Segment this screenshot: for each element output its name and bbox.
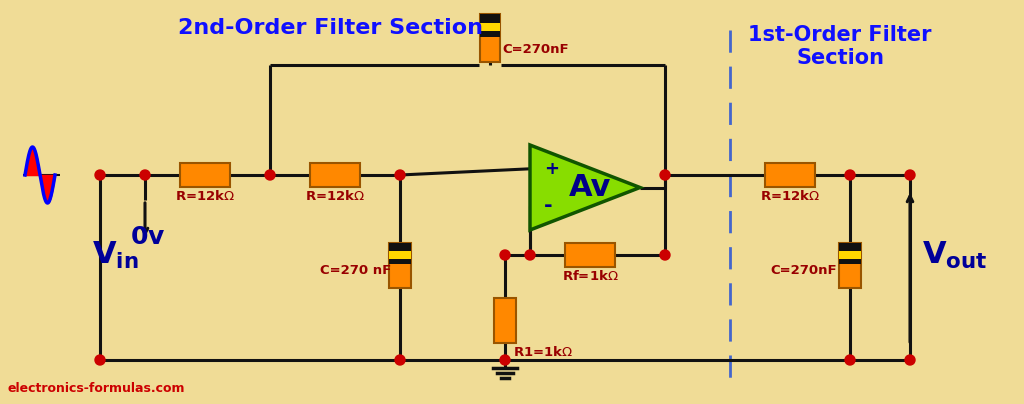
Text: $\mathbf{0v}$: $\mathbf{0v}$	[130, 225, 165, 249]
Text: Av: Av	[568, 173, 611, 202]
Circle shape	[905, 355, 915, 365]
Bar	[839, 250, 861, 259]
Bar	[480, 31, 500, 37]
Text: $\mathbf{V_{in}}$: $\mathbf{V_{in}}$	[91, 240, 138, 271]
Bar	[839, 242, 861, 250]
Bar	[389, 259, 411, 264]
Text: C=270nF: C=270nF	[770, 263, 837, 276]
Circle shape	[845, 355, 855, 365]
Bar	[839, 259, 861, 264]
Circle shape	[905, 170, 915, 180]
Circle shape	[500, 250, 510, 260]
Bar	[480, 14, 500, 62]
Circle shape	[525, 250, 535, 260]
Bar	[389, 250, 411, 259]
Text: -: -	[544, 196, 553, 216]
Bar	[565, 243, 615, 267]
Circle shape	[265, 170, 275, 180]
Text: C=270 nF: C=270 nF	[319, 263, 391, 276]
Text: R=12k$\Omega$: R=12k$\Omega$	[760, 189, 820, 203]
Circle shape	[845, 170, 855, 180]
Text: R=12k$\Omega$: R=12k$\Omega$	[175, 189, 236, 203]
Bar	[310, 163, 360, 187]
Bar	[389, 242, 411, 250]
Circle shape	[95, 355, 105, 365]
Bar	[839, 242, 861, 288]
Bar	[180, 163, 230, 187]
Text: electronics-formulas.com: electronics-formulas.com	[8, 382, 185, 395]
Circle shape	[660, 250, 670, 260]
Bar	[480, 14, 500, 23]
Text: +: +	[544, 160, 559, 178]
Text: Rf=1k$\Omega$: Rf=1k$\Omega$	[561, 269, 618, 283]
Circle shape	[395, 355, 406, 365]
Circle shape	[500, 355, 510, 365]
Bar	[494, 297, 516, 343]
Bar	[480, 23, 500, 31]
Bar	[389, 242, 411, 288]
Text: 1st-Order Filter
Section: 1st-Order Filter Section	[749, 25, 932, 68]
Bar	[765, 163, 815, 187]
Circle shape	[395, 170, 406, 180]
Text: R=12k$\Omega$: R=12k$\Omega$	[305, 189, 366, 203]
Text: C=270nF: C=270nF	[502, 43, 568, 56]
Text: $\mathbf{V_{out}}$: $\mathbf{V_{out}}$	[922, 240, 987, 271]
Text: 2nd-Order Filter Section: 2nd-Order Filter Section	[177, 18, 482, 38]
Circle shape	[95, 170, 105, 180]
Circle shape	[140, 170, 150, 180]
Polygon shape	[530, 145, 640, 230]
Circle shape	[660, 170, 670, 180]
Text: R1=1k$\Omega$: R1=1k$\Omega$	[513, 345, 573, 359]
